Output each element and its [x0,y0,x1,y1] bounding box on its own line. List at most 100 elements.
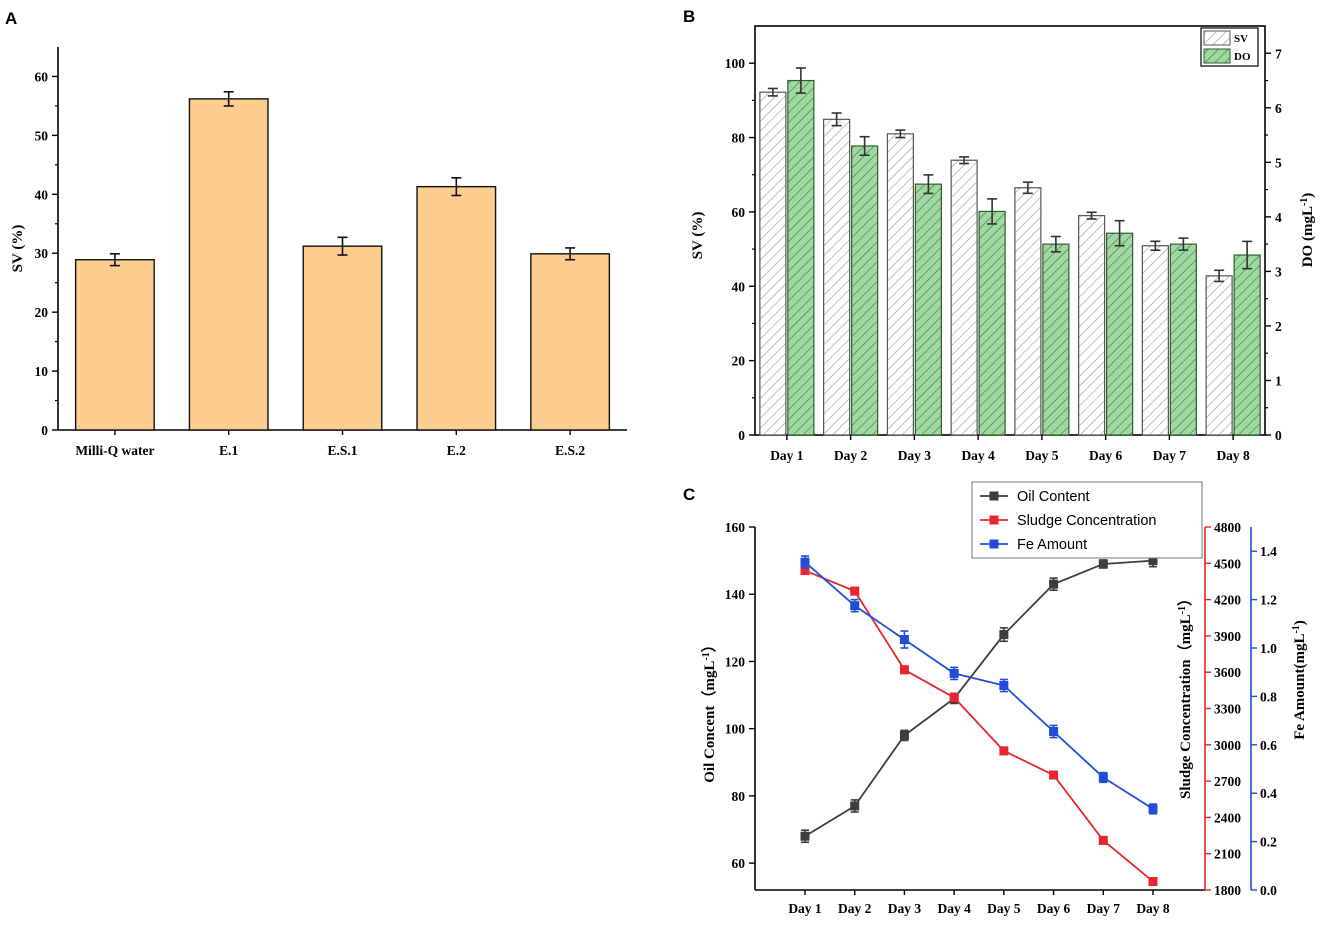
bar-sv-Day 2 [823,118,851,436]
y-right-tick-label: 7 [1275,46,1282,61]
panel-label-a: A [5,9,17,28]
y-axis-title: SV (%) [10,225,26,273]
panel-label-b: B [683,7,695,26]
point-Fe Amount [899,635,909,645]
y-left-tick-label: 0 [738,428,745,443]
y-left-tick-label: 40 [732,279,746,294]
x-tick-label: Milli-Q water [75,443,154,458]
y-left-tick-label: 120 [725,654,746,669]
y-right2-tick-label: 1.2 [1260,593,1277,608]
series-line-Oil Content [804,559,1154,837]
y-right-tick-label: 4500 [1214,556,1241,571]
point-Sludge Concentration [949,693,959,703]
y-tick-label: 10 [35,364,49,379]
point-Oil Content [1049,579,1059,589]
point-Fe Amount [949,668,959,678]
legend-swatch-sv [1203,30,1231,46]
point-Fe Amount [1148,804,1158,814]
bar-do-Day 5 [1042,243,1070,436]
x-tick-label: Day 3 [898,448,932,463]
legend-label-Sludge Concentration: Sludge Concentration [1017,513,1156,529]
legend-swatch-do [1203,48,1231,64]
y-right-tick-label: 4800 [1214,520,1241,535]
point-Sludge Concentration [999,746,1009,756]
bar-sv-Day 7 [1141,245,1169,436]
y-right-tick-label: 2700 [1214,774,1241,789]
y-tick-label: 50 [35,128,49,143]
y-right2-tick-label: 0.6 [1260,738,1277,753]
y-tick-label: 60 [35,69,49,84]
y-left-axis-title: SV (%) [690,212,706,260]
bar-Milli-Q water [74,259,155,431]
legend-label-do: DO [1234,51,1251,63]
y-right-tick-label: 6 [1275,101,1282,116]
y-tick-label: 40 [35,187,49,202]
y-tick-label: 0 [41,423,48,438]
bar-sv-Day 1 [759,91,787,436]
legend-label-Oil Content: Oil Content [1017,489,1090,505]
bar-do-Day 3 [914,183,942,436]
x-tick-label: E.2 [447,443,466,458]
series-line-Sludge Concentration [804,569,1154,883]
y-right-tick-label: 3300 [1214,702,1241,717]
x-tick-label: Day 6 [1089,448,1123,463]
y-tick-label: 20 [35,305,49,320]
point-Fe Amount [999,681,1009,691]
bar-do-Day 1 [787,79,815,436]
y-right2-tick-label: 0.2 [1260,835,1277,850]
bar-sv-Day 6 [1078,215,1106,436]
x-tick-label: Day 6 [1037,901,1071,916]
x-tick-label: Day 8 [1136,901,1170,916]
bar-E.2 [416,185,497,431]
y-left-tick-label: 60 [732,856,746,871]
point-Sludge Concentration [800,566,810,576]
bar-do-Day 6 [1106,232,1134,436]
bar-E.S.1 [302,245,383,431]
point-Oil Content [999,630,1009,640]
y-left-tick-label: 80 [732,789,746,804]
y-left-tick-label: 80 [732,131,746,146]
x-tick-label: E.S.1 [327,443,357,458]
chart-a-plot: 0 10 20 30 40 50 60 Milli-Q water E.1 E.S.1 E.2 E.S… [10,47,627,458]
point-Sludge Concentration [850,586,860,596]
point-Sludge Concentration [1049,770,1059,780]
x-tick-label: Day 4 [961,448,995,463]
legend-label-Fe Amount: Fe Amount [1017,537,1087,553]
y-right-axis-title: Sludge Concentration（mgL-1） [1176,591,1194,799]
chart-c-plot: 60 80 100 120 140 160 1800 2100 2400 2700 3000 3300… [700,481,1309,916]
y-left-tick-label: 100 [725,722,746,737]
y-right2-axis-title: Fe Amount(mgL-1) [1291,620,1309,740]
legend-box [971,481,1203,559]
point-Fe Amount [850,601,860,611]
point-Fe Amount [1098,772,1108,782]
x-tick-label: Day 5 [987,901,1021,916]
legend-marker-Fe Amount [989,539,999,549]
y-left-tick-label: 20 [732,354,746,369]
x-tick-label: Day 2 [838,901,872,916]
y-right2-tick-label: 0.8 [1260,689,1277,704]
y-right2-tick-label: 1.4 [1260,544,1277,559]
chart-b-plot: 0 20 40 60 80 100 0 1 2 3 4 5 6 7 Day 1 Day 2 Day 3 Day 4… [690,25,1316,463]
bar-sv-Day 5 [1014,187,1042,436]
x-tick-label: Day 8 [1216,448,1250,463]
y-tick-label: 30 [35,246,49,261]
y-right-tick-label: 5 [1275,155,1282,170]
bar-do-Day 8 [1233,254,1261,436]
point-Sludge Concentration [1098,835,1108,845]
point-Oil Content [1098,559,1108,569]
x-tick-label: Day 1 [770,448,804,463]
point-Oil Content [1148,556,1158,566]
x-tick-label: E.1 [219,443,238,458]
bar-sv-Day 3 [886,133,914,436]
y-right-tick-label: 2100 [1214,847,1241,862]
y-right2-tick-label: 0.4 [1260,786,1277,801]
x-tick-label: Day 7 [1087,901,1121,916]
point-Fe Amount [1049,726,1059,736]
x-tick-label: Day 2 [834,448,868,463]
point-Oil Content [800,831,810,841]
point-Oil Content [850,801,860,811]
x-tick-label: Day 1 [788,901,822,916]
x-tick-label: Day 3 [888,901,922,916]
y-left-tick-label: 100 [725,56,746,71]
